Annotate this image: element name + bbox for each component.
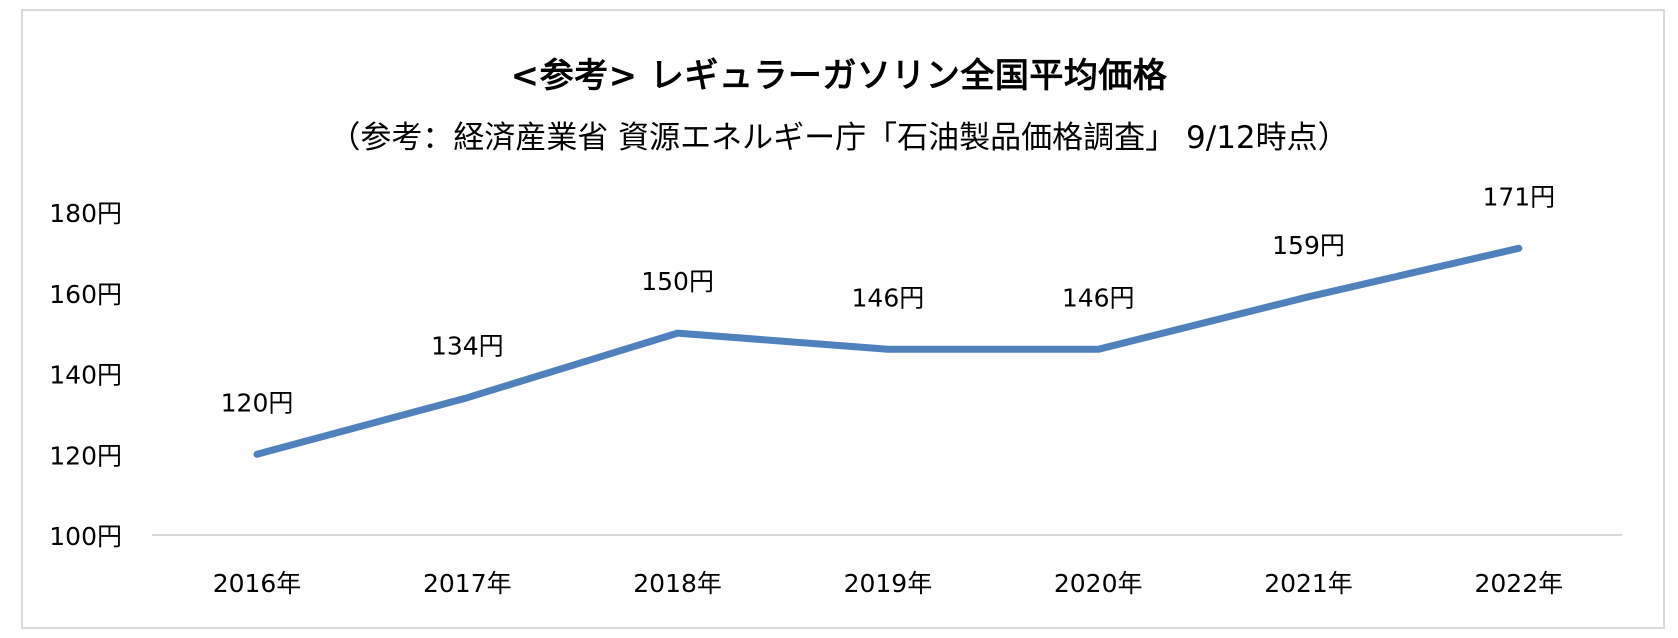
y-axis-tick-labels: 100円 120円 140円 160円 180円	[49, 199, 122, 551]
data-label: 171円	[1482, 182, 1555, 211]
x-tick-label: 2020年	[1054, 569, 1143, 598]
y-tick-label: 100円	[49, 522, 122, 551]
x-axis-tick-labels: 2016年 2017年 2018年 2019年 2020年 2021年 2022年	[213, 569, 1563, 598]
data-label: 120円	[221, 388, 294, 417]
y-tick-label: 180円	[49, 199, 122, 228]
x-tick-label: 2017年	[423, 569, 512, 598]
data-label: 146円	[1062, 283, 1135, 312]
data-labels: 120円 134円 150円 146円 146円 159円 171円	[221, 182, 1556, 417]
x-tick-label: 2018年	[633, 569, 722, 598]
x-tick-label: 2016年	[213, 569, 302, 598]
y-tick-label: 140円	[49, 361, 122, 390]
data-label: 134円	[431, 332, 504, 361]
data-label: 146円	[852, 283, 925, 312]
chart-frame	[21, 9, 1665, 629]
data-label: 159円	[1272, 231, 1345, 260]
chart-subtitle: （参考：経済産業省 資源エネルギー庁「石油製品価格調査」 9/12時点）	[329, 120, 1349, 156]
x-tick-label: 2022年	[1474, 569, 1563, 598]
x-tick-label: 2021年	[1264, 569, 1353, 598]
series-line	[253, 244, 1523, 458]
data-label: 150円	[641, 267, 714, 296]
y-tick-label: 120円	[49, 441, 122, 470]
x-tick-label: 2019年	[844, 569, 933, 598]
y-tick-label: 160円	[49, 280, 122, 309]
chart-title: <参考> レギュラーガソリン全国平均価格	[510, 56, 1168, 96]
